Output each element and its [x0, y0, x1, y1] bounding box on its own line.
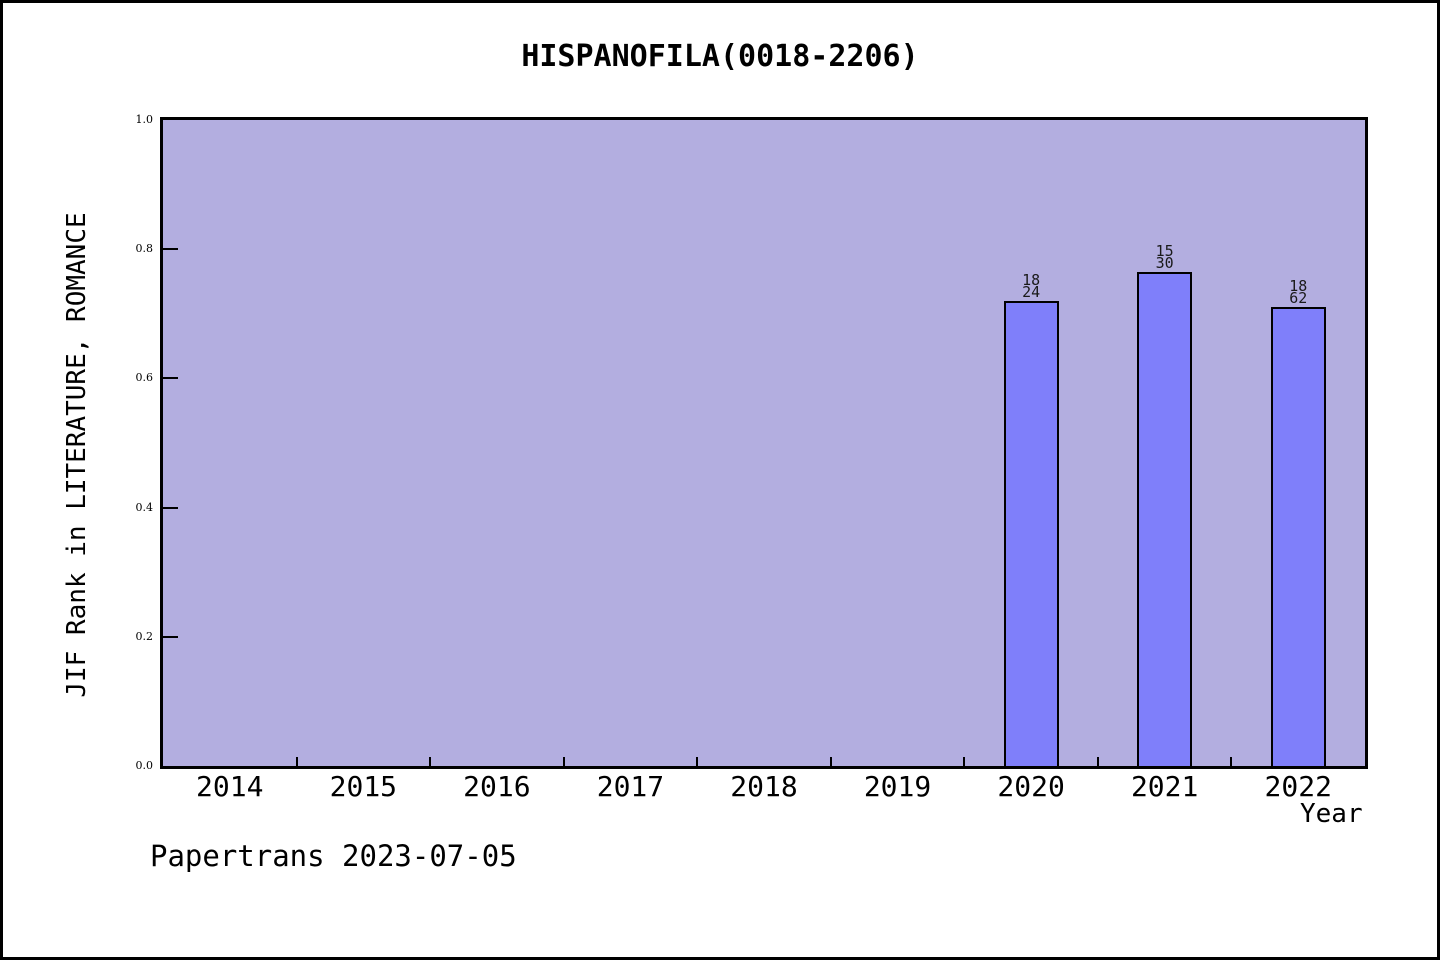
x-tick-label: 2019 [863, 770, 932, 803]
bar [1270, 307, 1326, 766]
x-tick-label: 2018 [730, 770, 798, 803]
bar-value-label: 18 24 [971, 271, 1091, 301]
chart-title: HISPANOFILA(0018-2206) [521, 39, 919, 74]
bar-value-line: 30 [1155, 254, 1174, 272]
x-tick-mark [1096, 757, 1099, 766]
bar-value-line: 15 [1155, 242, 1174, 260]
x-tick-mark [562, 757, 565, 766]
bar [1003, 301, 1059, 766]
x-tick-label: 2022 [1264, 770, 1332, 803]
y-tick-mark [163, 248, 178, 251]
y-tick-mark [163, 635, 178, 638]
bar-value-line: 18 [1022, 271, 1041, 289]
x-tick-mark [963, 757, 966, 766]
bar-value-line: 24 [1022, 283, 1041, 301]
x-tick-mark [829, 757, 832, 766]
y-tick-label: 0.6 [135, 371, 154, 385]
x-axis-title: Year [1300, 799, 1363, 829]
bar [1137, 272, 1193, 766]
bar-value-label: 15 30 [1105, 242, 1225, 272]
bar-value-line: 18 [1289, 277, 1308, 295]
x-tick-label: 2021 [1130, 770, 1199, 803]
x-tick-label: 2020 [997, 770, 1065, 803]
x-tick-mark [1230, 757, 1233, 766]
x-tick-label: 2017 [596, 770, 665, 803]
y-tick-label: 0.8 [135, 242, 154, 256]
footer-watermark: Papertrans 2023-07-05 [150, 839, 517, 873]
bar-value-line: 62 [1289, 289, 1308, 307]
y-tick-label: 0.2 [135, 629, 154, 643]
x-tick-label: 2014 [196, 770, 264, 803]
y-tick-mark [163, 377, 178, 380]
y-tick-label: 0.0 [135, 759, 154, 772]
x-tick-mark [696, 757, 699, 766]
plot-area: 18 24 15 30 18 62 [160, 117, 1368, 769]
x-tick-label: 2015 [329, 770, 398, 803]
y-tick-label: 1.0 [135, 113, 154, 126]
bar-value-label: 18 62 [1238, 277, 1358, 307]
x-tick-mark [295, 757, 298, 766]
y-tick-label: 0.4 [135, 500, 154, 514]
x-tick-label: 2016 [463, 770, 531, 803]
x-tick-mark [429, 757, 432, 766]
y-tick-mark [163, 506, 178, 509]
y-axis-title: JIF Rank in LITERATURE, ROMANCE [62, 212, 92, 698]
